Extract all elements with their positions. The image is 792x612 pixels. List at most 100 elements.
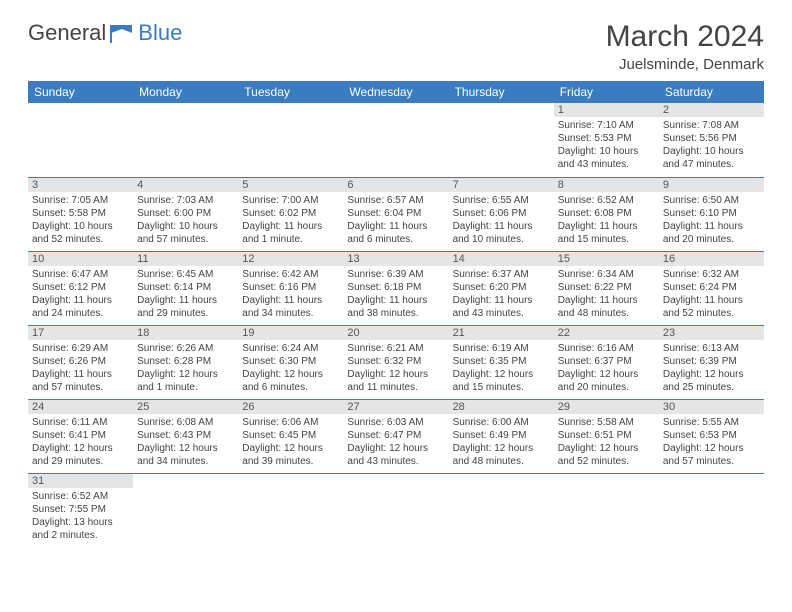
sunset-text: Sunset: 6:51 PM [558,429,655,442]
day-details: Sunrise: 6:24 AMSunset: 6:30 PMDaylight:… [238,340,343,398]
day-number: 14 [449,252,554,266]
daylight-text: Daylight: 11 hours and 6 minutes. [347,220,444,246]
calendar-day-cell [343,103,448,177]
sunrise-text: Sunrise: 6:39 AM [347,268,444,281]
sunset-text: Sunset: 6:14 PM [137,281,234,294]
day-details: Sunrise: 7:03 AMSunset: 6:00 PMDaylight:… [133,192,238,250]
daylight-text: Daylight: 11 hours and 34 minutes. [242,294,339,320]
sunset-text: Sunset: 6:22 PM [558,281,655,294]
sunset-text: Sunset: 5:53 PM [558,132,655,145]
sunrise-text: Sunrise: 7:00 AM [242,194,339,207]
weekday-header: Monday [133,81,238,103]
day-details: Sunrise: 5:55 AMSunset: 6:53 PMDaylight:… [659,414,764,472]
calendar-day-cell: 19Sunrise: 6:24 AMSunset: 6:30 PMDayligh… [238,325,343,399]
sunrise-text: Sunrise: 7:05 AM [32,194,129,207]
calendar-day-cell [343,473,448,547]
calendar-day-cell [28,103,133,177]
day-number: 5 [238,178,343,192]
sunrise-text: Sunrise: 6:42 AM [242,268,339,281]
sunset-text: Sunset: 6:04 PM [347,207,444,220]
sunrise-text: Sunrise: 6:32 AM [663,268,760,281]
calendar-day-cell: 21Sunrise: 6:19 AMSunset: 6:35 PMDayligh… [449,325,554,399]
daylight-text: Daylight: 12 hours and 48 minutes. [453,442,550,468]
calendar-table: Sunday Monday Tuesday Wednesday Thursday… [28,81,764,547]
calendar-day-cell: 14Sunrise: 6:37 AMSunset: 6:20 PMDayligh… [449,251,554,325]
sunset-text: Sunset: 6:47 PM [347,429,444,442]
calendar-day-cell [449,103,554,177]
day-details: Sunrise: 7:05 AMSunset: 5:58 PMDaylight:… [28,192,133,250]
daylight-text: Daylight: 12 hours and 6 minutes. [242,368,339,394]
calendar-day-cell: 4Sunrise: 7:03 AMSunset: 6:00 PMDaylight… [133,177,238,251]
day-details: Sunrise: 7:00 AMSunset: 6:02 PMDaylight:… [238,192,343,250]
flag-icon [110,23,136,43]
sunset-text: Sunset: 6:02 PM [242,207,339,220]
daylight-text: Daylight: 12 hours and 39 minutes. [242,442,339,468]
day-number: 18 [133,326,238,340]
calendar-day-cell [238,473,343,547]
calendar-day-cell: 31Sunrise: 6:52 AMSunset: 7:55 PMDayligh… [28,473,133,547]
day-number: 2 [659,103,764,117]
day-details: Sunrise: 5:58 AMSunset: 6:51 PMDaylight:… [554,414,659,472]
daylight-text: Daylight: 10 hours and 52 minutes. [32,220,129,246]
day-number [238,103,343,117]
calendar-day-cell: 6Sunrise: 6:57 AMSunset: 6:04 PMDaylight… [343,177,448,251]
calendar-day-cell: 23Sunrise: 6:13 AMSunset: 6:39 PMDayligh… [659,325,764,399]
weekday-header-row: Sunday Monday Tuesday Wednesday Thursday… [28,81,764,103]
daylight-text: Daylight: 12 hours and 1 minute. [137,368,234,394]
sunrise-text: Sunrise: 6:47 AM [32,268,129,281]
calendar-week-row: 31Sunrise: 6:52 AMSunset: 7:55 PMDayligh… [28,473,764,547]
brand-part2: Blue [138,20,182,46]
day-number: 6 [343,178,448,192]
calendar-day-cell: 20Sunrise: 6:21 AMSunset: 6:32 PMDayligh… [343,325,448,399]
sunset-text: Sunset: 6:06 PM [453,207,550,220]
day-number: 28 [449,400,554,414]
day-number: 22 [554,326,659,340]
sunset-text: Sunset: 6:43 PM [137,429,234,442]
sunset-text: Sunset: 6:37 PM [558,355,655,368]
calendar-day-cell: 9Sunrise: 6:50 AMSunset: 6:10 PMDaylight… [659,177,764,251]
month-title: March 2024 [606,20,764,54]
sunset-text: Sunset: 6:16 PM [242,281,339,294]
calendar-body: 1Sunrise: 7:10 AMSunset: 5:53 PMDaylight… [28,103,764,547]
day-number: 19 [238,326,343,340]
sunrise-text: Sunrise: 7:10 AM [558,119,655,132]
calendar-day-cell: 5Sunrise: 7:00 AMSunset: 6:02 PMDaylight… [238,177,343,251]
sunrise-text: Sunrise: 6:50 AM [663,194,760,207]
sunset-text: Sunset: 6:18 PM [347,281,444,294]
sunset-text: Sunset: 5:58 PM [32,207,129,220]
sunrise-text: Sunrise: 6:52 AM [558,194,655,207]
calendar-day-cell: 8 Sunrise: 6:52 AMSunset: 6:08 PMDaylight… [554,177,659,251]
daylight-text: Daylight: 11 hours and 1 minute. [242,220,339,246]
day-number: 8 [554,178,659,192]
daylight-text: Daylight: 11 hours and 15 minutes. [558,220,655,246]
day-number: 9 [659,178,764,192]
sunrise-text: Sunrise: 6:26 AM [137,342,234,355]
calendar-week-row: 17Sunrise: 6:29 AMSunset: 6:26 PMDayligh… [28,325,764,399]
sunset-text: Sunset: 6:08 PM [558,207,655,220]
calendar-day-cell [133,103,238,177]
sunset-text: Sunset: 6:41 PM [32,429,129,442]
day-number: 12 [238,252,343,266]
sunrise-text: Sunrise: 6:29 AM [32,342,129,355]
daylight-text: Daylight: 10 hours and 43 minutes. [558,145,655,171]
day-details: Sunrise: 6:57 AMSunset: 6:04 PMDaylight:… [343,192,448,250]
daylight-text: Daylight: 12 hours and 20 minutes. [558,368,655,394]
sunrise-text: Sunrise: 5:58 AM [558,416,655,429]
daylight-text: Daylight: 12 hours and 34 minutes. [137,442,234,468]
day-number [449,474,554,488]
calendar-day-cell: 18Sunrise: 6:26 AMSunset: 6:28 PMDayligh… [133,325,238,399]
calendar-day-cell: 3Sunrise: 7:05 AMSunset: 5:58 PMDaylight… [28,177,133,251]
weekday-header: Sunday [28,81,133,103]
sunrise-text: Sunrise: 6:08 AM [137,416,234,429]
day-details: Sunrise: 6:11 AMSunset: 6:41 PMDaylight:… [28,414,133,472]
weekday-header: Friday [554,81,659,103]
calendar-day-cell: 2Sunrise: 7:08 AMSunset: 5:56 PMDaylight… [659,103,764,177]
day-number [343,103,448,117]
calendar-day-cell: 30Sunrise: 5:55 AMSunset: 6:53 PMDayligh… [659,399,764,473]
daylight-text: Daylight: 10 hours and 47 minutes. [663,145,760,171]
sunrise-text: Sunrise: 6:19 AM [453,342,550,355]
sunrise-text: Sunrise: 6:11 AM [32,416,129,429]
weekday-header: Saturday [659,81,764,103]
day-number: 16 [659,252,764,266]
calendar-day-cell: 13Sunrise: 6:39 AMSunset: 6:18 PMDayligh… [343,251,448,325]
